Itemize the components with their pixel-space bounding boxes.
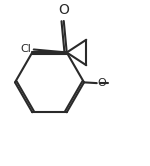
Text: O: O bbox=[98, 78, 106, 88]
Text: Cl: Cl bbox=[21, 44, 32, 54]
Text: O: O bbox=[58, 3, 69, 17]
